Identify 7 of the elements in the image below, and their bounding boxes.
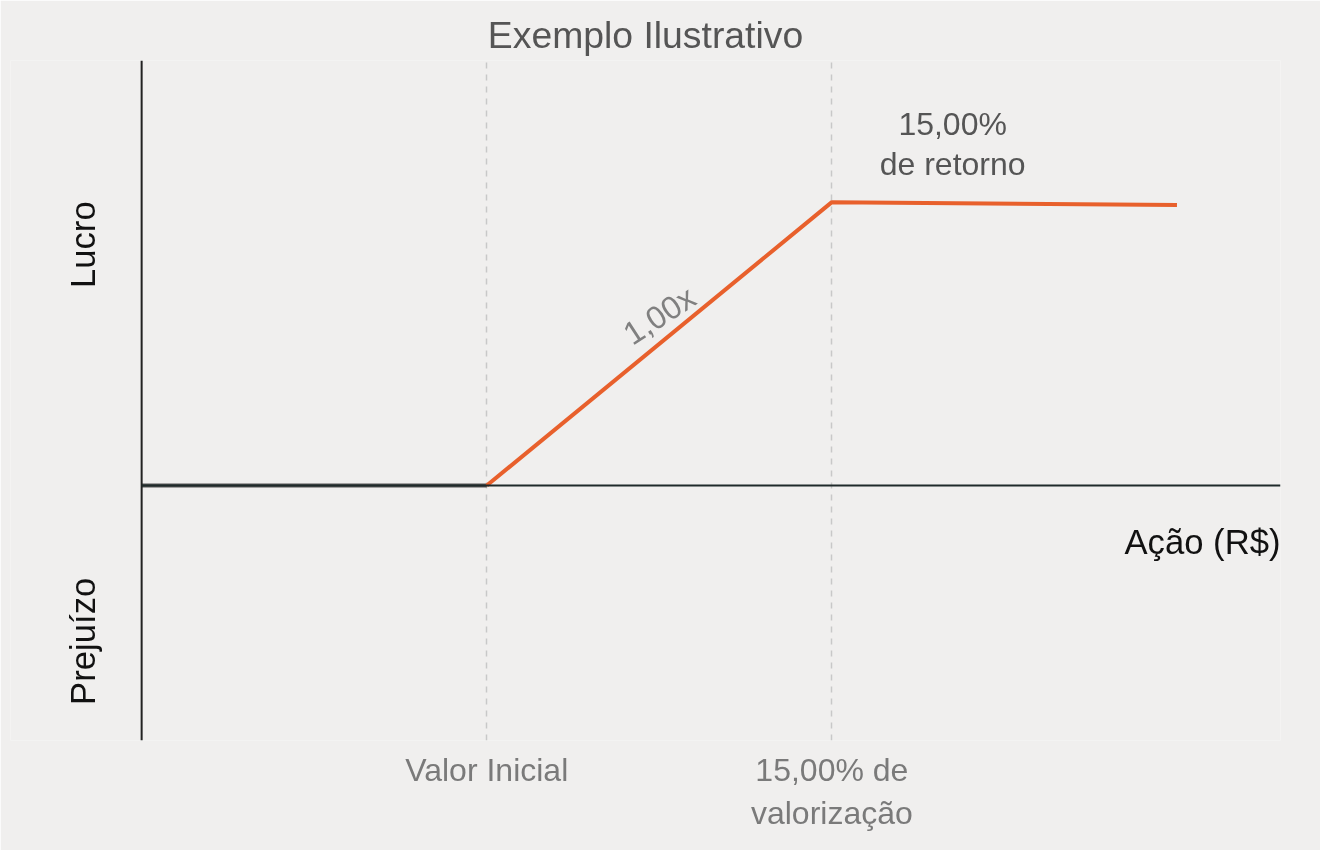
x-tick-label: Valor Inicial (405, 751, 569, 788)
text: Prejuízo (63, 577, 102, 705)
chart-title: Exemplo Ilustrativo (487, 13, 804, 56)
x-axis-title: Ação (R$) (1124, 523, 1281, 562)
y-axis-title: Lucro (63, 201, 102, 289)
annotation: 15,00% de retorno (879, 106, 1026, 183)
x-tick-label: 15,00% de valorização (750, 751, 913, 831)
